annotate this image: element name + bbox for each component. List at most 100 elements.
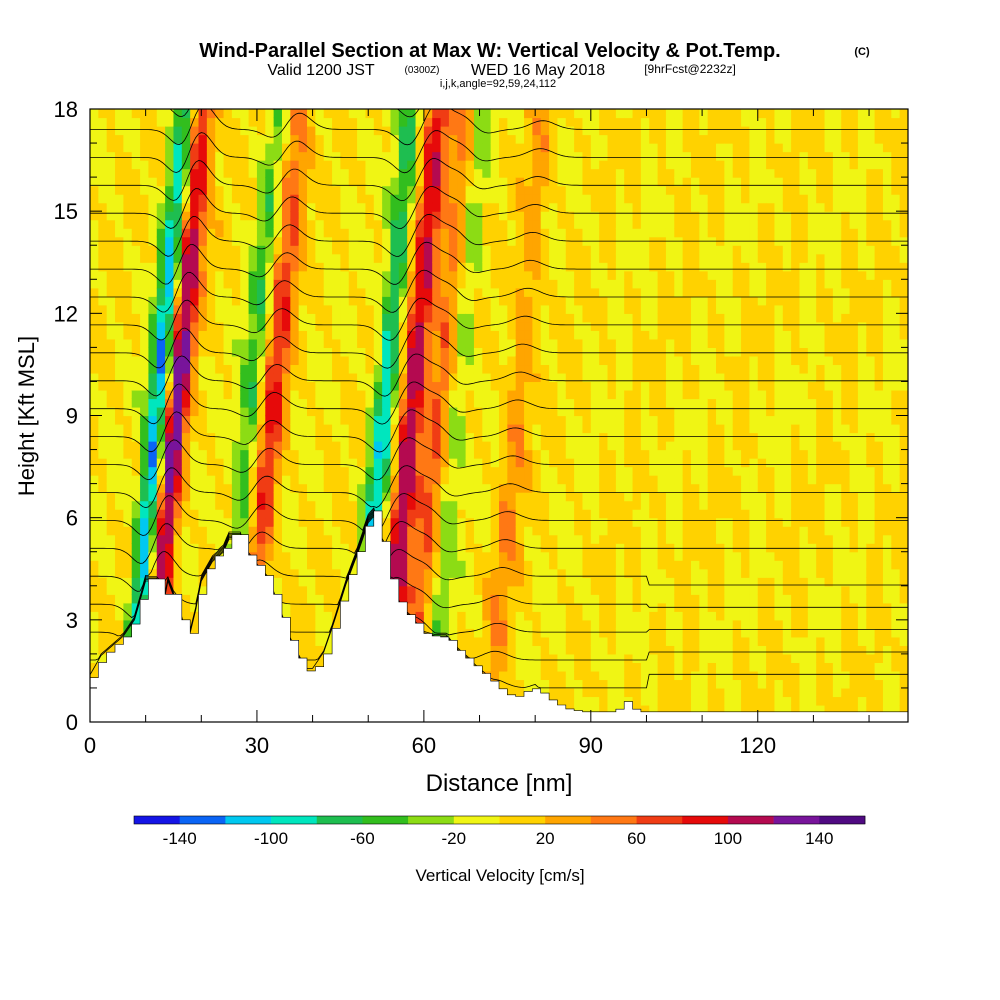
velocity-cell [524,245,533,255]
velocity-cell [640,500,650,510]
velocity-cell [273,296,283,306]
velocity-cell [323,381,333,391]
velocity-cell [382,219,392,229]
velocity-cell [215,211,225,221]
velocity-cell [549,245,559,255]
velocity-cell [190,202,200,212]
velocity-cell [490,270,500,280]
velocity-cell [507,441,517,451]
velocity-cell [457,321,467,331]
velocity-cell [415,449,425,459]
velocity-cell [532,236,542,246]
velocity-cell [482,372,492,383]
velocity-cell [599,160,609,170]
velocity-cell [373,253,383,263]
velocity-cell [307,338,316,348]
velocity-cell [540,177,550,187]
velocity-cell [123,500,133,510]
velocity-cell [432,143,442,153]
velocity-cell [123,347,133,357]
velocity-cell [148,270,158,280]
velocity-cell [240,194,250,204]
velocity-cell [440,262,450,272]
velocity-cell [115,347,124,357]
velocity-cell [482,662,492,672]
velocity-cell [131,372,141,383]
velocity-cell [156,262,166,272]
velocity-cell [599,270,609,280]
velocity-cell [348,185,358,195]
velocity-cell [340,296,350,306]
velocity-cell [198,543,208,553]
velocity-cell [465,321,475,331]
velocity-cell [206,160,216,170]
velocity-cell [640,670,650,681]
velocity-cell [106,517,116,527]
velocity-cell [440,594,450,604]
velocity-cell [665,619,675,629]
velocity-cell [624,653,634,663]
velocity-cell [131,194,141,204]
velocity-cell [565,551,575,561]
velocity-cell [549,534,559,544]
velocity-cell [298,475,308,485]
velocity-cell [165,262,175,272]
velocity-cell [490,228,500,238]
velocity-cell [465,219,475,229]
velocity-cell [190,560,200,570]
velocity-cell [190,458,200,468]
velocity-cell [607,449,617,459]
velocity-cell [590,500,600,510]
velocity-cell [423,279,433,289]
velocity-cell [440,177,450,187]
velocity-cell [607,560,617,570]
velocity-cell [515,279,525,289]
velocity-cell [373,245,383,255]
velocity-cell [482,441,492,451]
velocity-cell [348,219,358,229]
velocity-cell [231,202,241,212]
velocity-cell [332,143,342,153]
velocity-cell [640,287,650,297]
velocity-cell [473,194,483,204]
velocity-cell [240,347,250,357]
velocity-cell [307,492,316,502]
velocity-cell [624,628,634,638]
velocity-cell [373,185,383,195]
velocity-cell [599,313,609,323]
velocity-cell [231,185,241,195]
velocity-cell [574,117,584,127]
velocity-cell [165,160,175,170]
velocity-cell [465,577,475,587]
velocity-cell [348,509,358,519]
velocity-cell [565,126,575,136]
velocity-cell [649,687,659,698]
velocity-cell [499,211,508,221]
velocity-cell [473,483,483,493]
velocity-cell [332,500,342,510]
velocity-cell [223,296,233,306]
velocity-cell [507,611,517,621]
velocity-cell [265,449,275,459]
velocity-cell [98,449,108,459]
velocity-cell [198,492,208,502]
velocity-cell [649,228,659,238]
velocity-cell [148,347,158,357]
velocity-cell [624,338,634,348]
velocity-cell [482,109,492,119]
velocity-cell [398,194,408,204]
velocity-cell [599,347,609,357]
velocity-cell [448,432,458,442]
velocity-cell [382,134,392,144]
velocity-cell [173,424,183,434]
velocity-cell [373,458,383,468]
velocity-cell [607,415,617,425]
velocity-cell [473,253,483,263]
velocity-cell [240,117,250,127]
velocity-cell [131,509,141,519]
velocity-cell [515,177,525,187]
velocity-cell [281,245,291,255]
velocity-cell [332,151,342,161]
velocity-cell [499,279,508,289]
velocity-cell [565,568,575,578]
